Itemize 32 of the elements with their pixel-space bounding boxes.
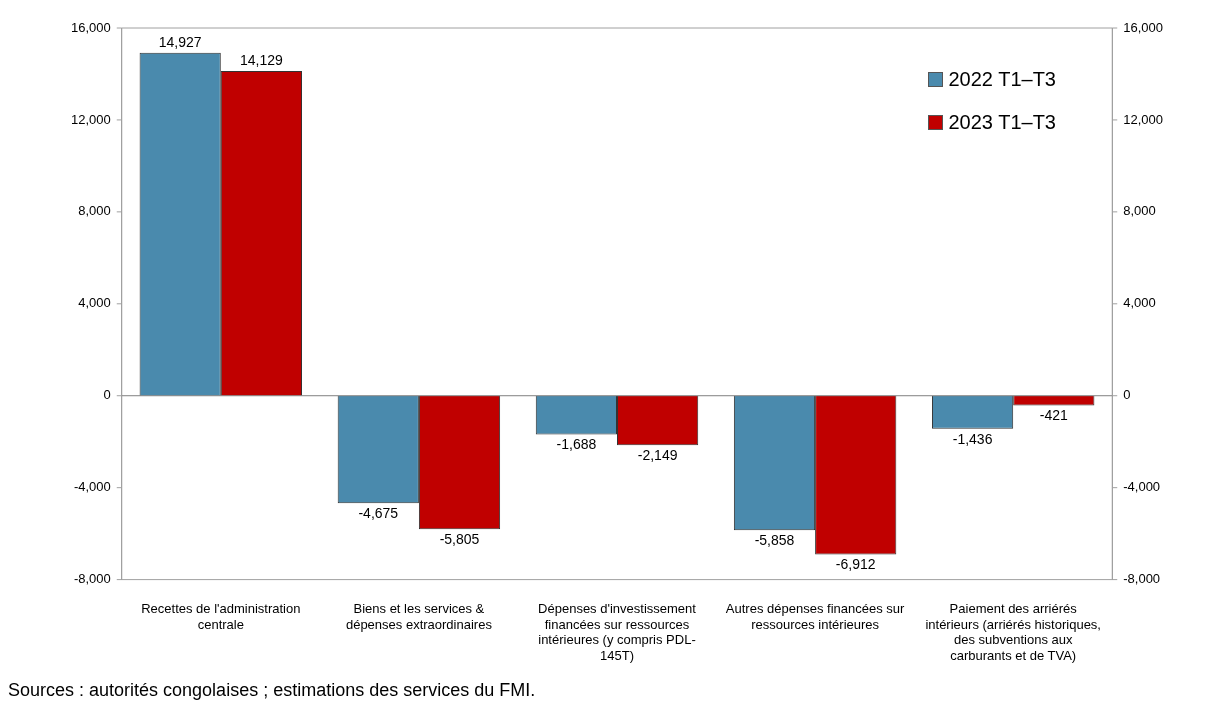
y-tick-label: 8,000 — [78, 203, 111, 219]
data-label: -1,688 — [556, 436, 597, 453]
y2-tick-label: -8,000 — [1123, 571, 1161, 587]
y2-tick-label: 8,000 — [1123, 203, 1156, 219]
y-tick-label: 4,000 — [78, 295, 111, 311]
data-label: -2,149 — [637, 446, 678, 463]
data-label: -5,858 — [754, 532, 795, 549]
data-label: 14,129 — [240, 51, 284, 68]
y2-tick-label: -4,000 — [1123, 479, 1161, 495]
x-tick-label: Autres dépenses financées sur ressources intérieures — [725, 600, 906, 632]
x-tick-label: Recettes de l'administration centrale — [141, 600, 301, 632]
y2-tick-label: 0 — [1123, 387, 1131, 403]
y-tick-label: -8,000 — [73, 571, 111, 587]
x-tick-label: Biens et les services & dépenses extraordinaires — [345, 600, 493, 632]
x-tick-label: Dépenses d'investissement financées sur ressources intérieures (y compris PDL-145T) — [538, 600, 697, 663]
y2-tick-label: 16,000 — [1123, 19, 1163, 35]
data-label: -5,805 — [439, 531, 480, 548]
data-label: 14,927 — [158, 33, 202, 50]
y-tick-label: 12,000 — [71, 111, 111, 127]
data-label: -421 — [1039, 407, 1069, 424]
legend-label: 2022 T1–T3 — [948, 68, 1056, 91]
legend-label: 2023 T1–T3 — [948, 111, 1056, 134]
y2-tick-label: 12,000 — [1123, 111, 1163, 127]
source-note: Sources : autorités congolaises ; estimations des services du FMI. — [8, 680, 537, 701]
y-tick-label: 16,000 — [71, 19, 111, 35]
data-label: -6,912 — [835, 556, 876, 573]
y-tick-label: 0 — [103, 387, 111, 403]
data-label: -1,436 — [952, 430, 993, 447]
y2-tick-label: 4,000 — [1123, 295, 1156, 311]
data-label: -4,675 — [358, 505, 399, 522]
y-tick-label: -4,000 — [73, 479, 111, 495]
x-tick-label: Paiement des arriérés intérieurs (arriérés historiques, des subventions aux carburants et de TVA) — [925, 600, 1101, 663]
